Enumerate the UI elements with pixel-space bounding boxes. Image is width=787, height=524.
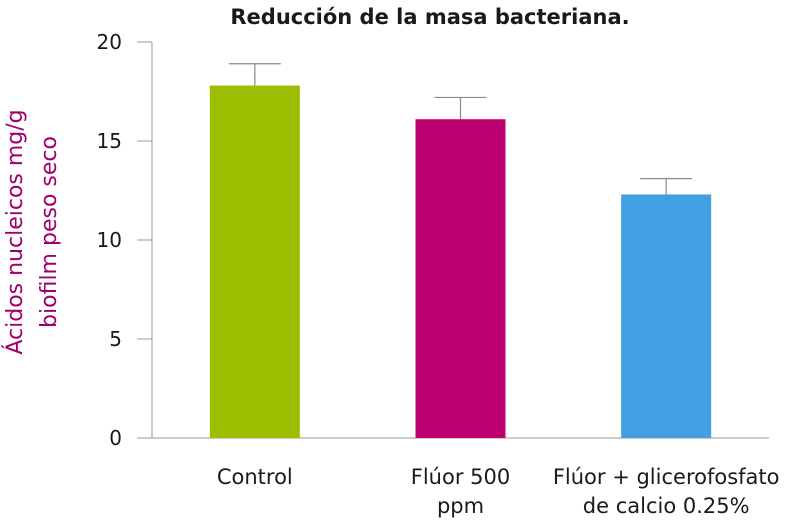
bar <box>209 85 300 438</box>
y-tick-label: 15 <box>97 129 122 153</box>
error-bars-group <box>228 63 693 195</box>
y-tick-label: 10 <box>97 228 122 252</box>
y-tick-label: 20 <box>97 30 122 54</box>
x-category-label: Flúor + glicerofosfato <box>553 465 780 489</box>
bar <box>415 119 506 438</box>
y-tick-label: 0 <box>109 426 122 450</box>
bars-group <box>209 85 712 438</box>
y-tick-label: 5 <box>109 327 122 351</box>
y-axis-label-line-1: Ácidos nucleicos mg/g <box>2 109 28 354</box>
x-labels-group: Control Flúor 500 ppm Flúor + glicerofosfat… <box>217 465 780 518</box>
chart-title: Reducción de la masa bacteriana. <box>230 5 629 29</box>
y-axis-label: Ácidos nucleicos mg/g biofilm peso seco <box>2 109 62 354</box>
x-category-label: de calcio 0.25% <box>583 494 750 518</box>
bar <box>621 194 712 438</box>
x-category-label: Control <box>217 465 293 489</box>
x-category-label: Flúor 500 <box>411 465 510 489</box>
x-category-label: ppm <box>437 494 484 518</box>
y-axis-label-line-2: biofilm peso seco <box>37 136 62 328</box>
y-ticks-group: 0 5 10 15 20 <box>97 30 152 450</box>
